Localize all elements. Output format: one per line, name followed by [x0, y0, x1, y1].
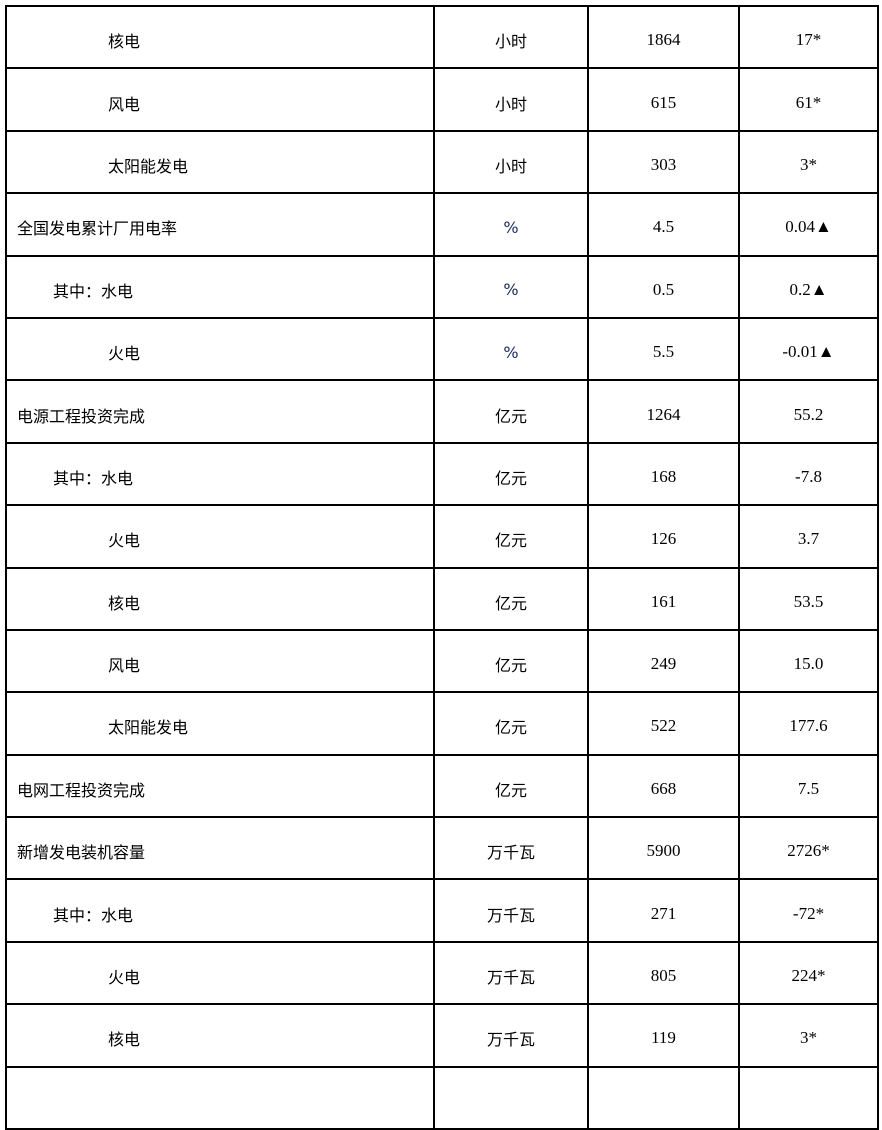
- change-cell: 17*: [738, 4, 879, 70]
- value-cell: 126: [587, 504, 740, 569]
- change-cell: -72*: [738, 878, 879, 943]
- table-row: 电源工程投资完成 亿元 1264 55.2: [5, 379, 879, 444]
- indicator-cell: 太阳能发电: [5, 691, 435, 756]
- unit-cell: 亿元: [433, 691, 589, 756]
- table-row: 太阳能发电 小时 303 3*: [5, 129, 879, 195]
- table-row: 核电 万千瓦 119 3*: [5, 1003, 879, 1068]
- table-row: 核电 小时 1864 17*: [5, 4, 879, 70]
- indicator-cell: 火电: [5, 940, 435, 1006]
- empty-cell: [587, 1065, 740, 1130]
- unit-cell: 亿元: [433, 566, 589, 631]
- indicator-cell: 其中：水电: [5, 254, 435, 319]
- change-cell: 3.7: [738, 504, 879, 569]
- change-cell: 55.2: [738, 379, 879, 444]
- change-cell: 3*: [738, 129, 879, 195]
- indicator-cell: 电网工程投资完成: [5, 753, 435, 819]
- table-row: 电网工程投资完成 亿元 668 7.5: [5, 753, 879, 819]
- unit-cell: 小时: [433, 129, 589, 195]
- value-cell: 5900: [587, 816, 740, 881]
- value-cell: 271: [587, 878, 740, 943]
- change-cell: -7.8: [738, 441, 879, 507]
- table-row: 核电 亿元 161 53.5: [5, 566, 879, 631]
- value-cell: 168: [587, 441, 740, 507]
- table-row: 其中：水电% 0.5 0.2▲: [5, 254, 879, 319]
- indicator-cell: 火电: [5, 316, 435, 382]
- value-cell: 522: [587, 691, 740, 756]
- value-cell: 5.5: [587, 316, 740, 382]
- indicator-cell: 新增发电装机容量: [5, 816, 435, 881]
- table-row: 风电 亿元 249 15.0: [5, 628, 879, 694]
- indicator-cell: 风电: [5, 628, 435, 694]
- table-row: 火电 亿元 126 3.7: [5, 504, 879, 569]
- indicator-cell: 其中：水电: [5, 878, 435, 943]
- unit-cell: 亿元: [433, 379, 589, 444]
- unit-cell: 小时: [433, 67, 589, 132]
- indicator-cell: 核电: [5, 566, 435, 631]
- change-cell: 7.5: [738, 753, 879, 819]
- empty-cell: [433, 1065, 589, 1130]
- value-cell: 119: [587, 1003, 740, 1068]
- unit-cell: 万千瓦: [433, 878, 589, 943]
- unit-cell: 小时: [433, 4, 589, 70]
- unit-cell: 万千瓦: [433, 816, 589, 881]
- indicator-cell: 太阳能发电: [5, 129, 435, 195]
- change-cell: 3*: [738, 1003, 879, 1068]
- change-cell: 53.5: [738, 566, 879, 631]
- indicator-cell: 核电: [5, 4, 435, 70]
- value-cell: 249: [587, 628, 740, 694]
- indicator-cell: 核电: [5, 1003, 435, 1068]
- indicator-cell: 火电: [5, 504, 435, 569]
- change-cell: 2726*: [738, 816, 879, 881]
- unit-cell: 亿元: [433, 504, 589, 569]
- change-cell: 15.0: [738, 628, 879, 694]
- unit-cell: 亿元: [433, 753, 589, 819]
- change-cell: 0.04▲: [738, 192, 879, 257]
- indicator-cell: 其中：水电: [5, 441, 435, 507]
- unit-cell: 亿元: [433, 628, 589, 694]
- change-cell: 224*: [738, 940, 879, 1006]
- value-cell: 1864: [587, 4, 740, 70]
- change-cell: -0.01▲: [738, 316, 879, 382]
- value-cell: 0.5: [587, 254, 740, 319]
- table-row: 风电 小时 615 61*: [5, 67, 879, 132]
- unit-cell: 亿元: [433, 441, 589, 507]
- table-row-partial: [5, 1065, 879, 1130]
- value-cell: 668: [587, 753, 740, 819]
- value-cell: 1264: [587, 379, 740, 444]
- table-row: 火电 万千瓦 805 224*: [5, 940, 879, 1006]
- table-row: 太阳能发电 亿元 522 177.6: [5, 691, 879, 756]
- value-cell: 161: [587, 566, 740, 631]
- change-cell: 0.2▲: [738, 254, 879, 319]
- empty-cell: [5, 1065, 435, 1130]
- table-row: 其中：水电 万千瓦 271 -72*: [5, 878, 879, 943]
- value-cell: 615: [587, 67, 740, 132]
- value-cell: 805: [587, 940, 740, 1006]
- value-cell: 4.5: [587, 192, 740, 257]
- table-row: 新增发电装机容量 万千瓦 5900 2726*: [5, 816, 879, 881]
- table-row: 其中：水电 亿元 168 -7.8: [5, 441, 879, 507]
- unit-cell: 万千瓦: [433, 940, 589, 1006]
- empty-cell: [738, 1065, 879, 1130]
- table-row: 全国发电累计厂用电率% 4.5 0.04▲: [5, 192, 879, 257]
- change-cell: 61*: [738, 67, 879, 132]
- unit-cell: 万千瓦: [433, 1003, 589, 1068]
- indicator-cell: 风电: [5, 67, 435, 132]
- indicator-cell: 全国发电累计厂用电率: [5, 192, 435, 257]
- change-cell: 177.6: [738, 691, 879, 756]
- value-cell: 303: [587, 129, 740, 195]
- statistics-table: 核电 小时 1864 17* 风电 小时 615 61* 太阳能发电 小时 303 3* 全国发电累计厂…: [5, 4, 879, 1130]
- indicator-cell: 电源工程投资完成: [5, 379, 435, 444]
- unit-cell: %: [433, 316, 589, 382]
- unit-cell: %: [433, 192, 589, 257]
- unit-cell: %: [433, 254, 589, 319]
- table-row: 火电% 5.5 -0.01▲: [5, 316, 879, 382]
